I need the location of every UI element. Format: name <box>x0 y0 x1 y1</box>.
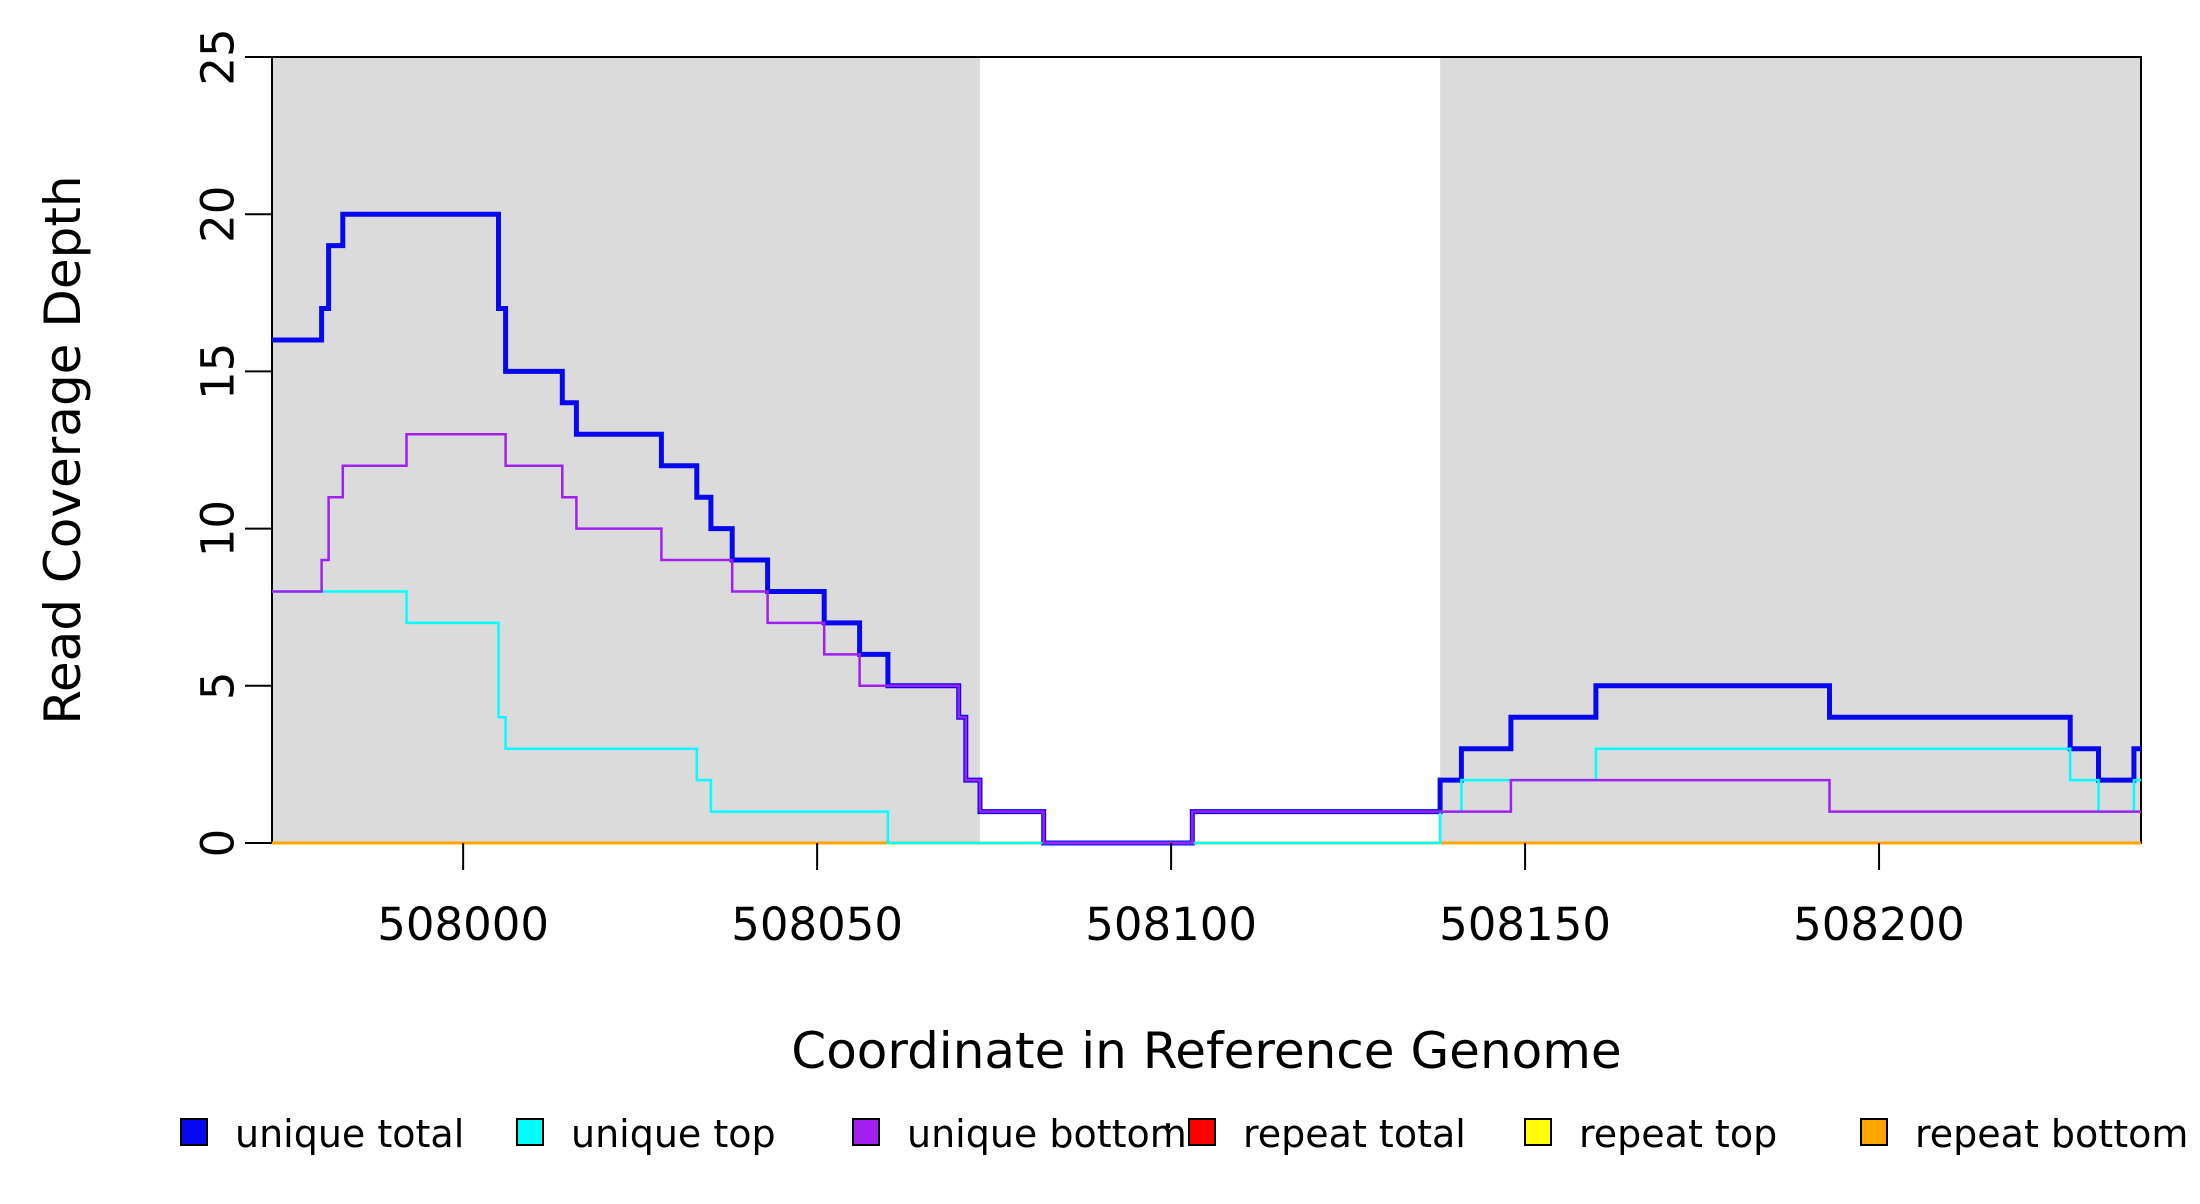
series-line-unique-total <box>272 211 2141 846</box>
legend-label-unique-total: unique total <box>235 1112 464 1156</box>
x-axis-title: Coordinate in Reference Genome <box>791 1022 1621 1080</box>
y-tick-label: 10 <box>192 500 245 557</box>
legend-swatch-repeat-top <box>1524 1118 1552 1146</box>
shaded-regions <box>272 57 2141 843</box>
series-lines <box>272 211 2141 846</box>
shaded-region-left <box>272 57 980 843</box>
legend-stray-dot: . <box>1162 1093 1174 1137</box>
legend-label-unique-bottom: unique bottom <box>907 1112 1187 1156</box>
y-tick-label: 0 <box>192 829 245 858</box>
x-tick-label: 508100 <box>1085 898 1257 951</box>
legend-label-unique-top: unique top <box>571 1112 776 1156</box>
legend-swatch-repeat-total <box>1188 1118 1216 1146</box>
legend: unique total unique top unique bottom repea… <box>180 1093 2188 1156</box>
legend-swatch-repeat-bottom <box>1860 1118 1888 1146</box>
shaded-region-right <box>1440 57 2141 843</box>
x-tick-label: 508200 <box>1793 898 1965 951</box>
y-tick-label: 15 <box>192 343 245 400</box>
y-axis-title: Read Coverage Depth <box>34 175 92 724</box>
x-tick-label: 508000 <box>377 898 549 951</box>
y-axis: 0 5 10 15 20 25 <box>192 28 272 858</box>
legend-swatch-unique-top <box>516 1118 544 1146</box>
x-tick-label: 508050 <box>731 898 903 951</box>
legend-label-repeat-bottom: repeat bottom <box>1915 1112 2188 1156</box>
y-tick-label: 20 <box>192 186 245 243</box>
x-axis: 508000 508050 508100 508150 508200 <box>377 843 1965 951</box>
x-tick-label: 508150 <box>1439 898 1611 951</box>
legend-label-repeat-top: repeat top <box>1579 1112 1777 1156</box>
legend-swatch-unique-total <box>180 1118 208 1146</box>
legend-swatch-unique-bottom <box>852 1118 880 1146</box>
y-tick-label: 5 <box>192 671 245 700</box>
y-tick-label: 25 <box>192 28 245 85</box>
series-line-unique-bottom <box>272 433 2141 845</box>
legend-label-repeat-total: repeat total <box>1243 1112 1466 1156</box>
